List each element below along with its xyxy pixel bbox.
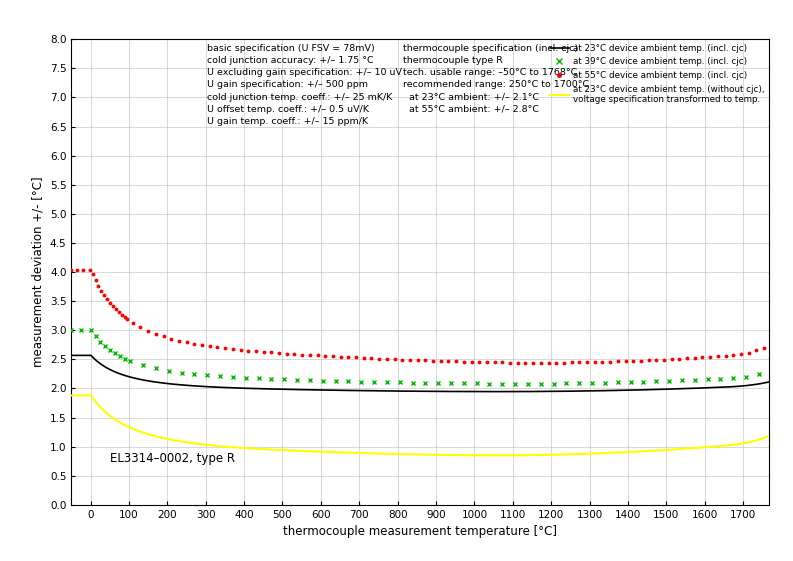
X-axis label: thermocouple measurement temperature [°C]: thermocouple measurement temperature [°C… (283, 525, 557, 539)
Y-axis label: measurement deviation +/- [°C]: measurement deviation +/- [°C] (32, 177, 44, 367)
Text: EL3314–0002, type R: EL3314–0002, type R (109, 452, 235, 465)
Text: basic specification (U FSV = 78mV)
cold junction accuracy: +/– 1.75 °C
U excludi: basic specification (U FSV = 78mV) cold … (208, 44, 403, 126)
Legend: at 23°C device ambient temp. (incl. cjc), at 39°C device ambient temp. (incl. cj: at 23°C device ambient temp. (incl. cjc)… (550, 44, 764, 104)
Text: thermocouple specification (incl. cjc)
thermocouple type R
tech. usable range: –: thermocouple specification (incl. cjc) t… (403, 44, 589, 114)
